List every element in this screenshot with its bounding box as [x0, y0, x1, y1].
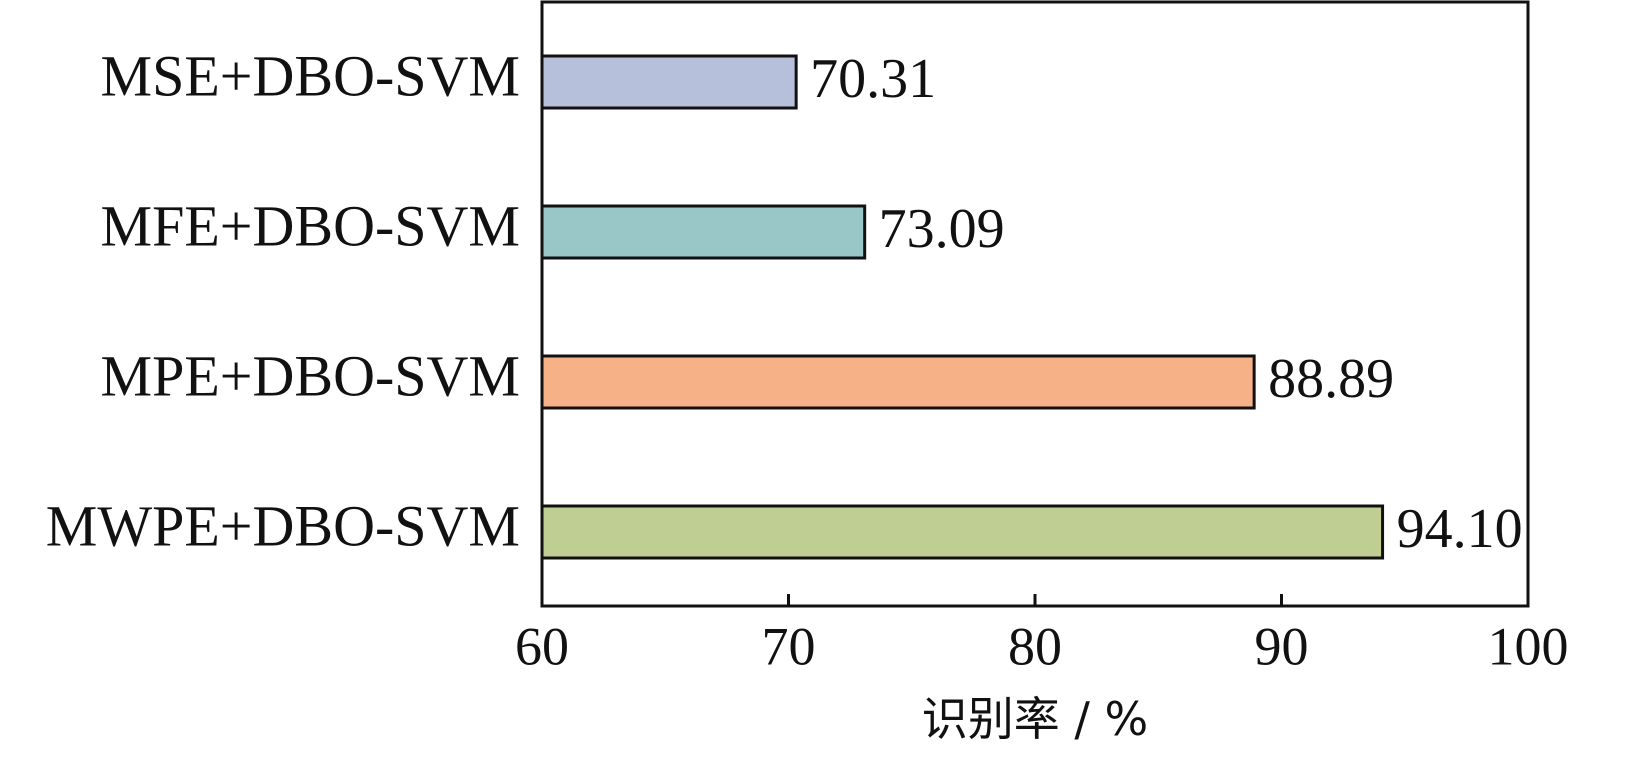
- x-tick-label: 100: [1488, 616, 1569, 676]
- bar-1: [540, 54, 798, 110]
- category-label: MWPE+DBO-SVM: [46, 493, 520, 558]
- value-label: 73.09: [879, 198, 1005, 260]
- value-label: 88.89: [1268, 348, 1394, 410]
- category-label: MPE+DBO-SVM: [101, 343, 520, 408]
- x-axis: 60 70 80 90 100: [515, 594, 1569, 676]
- bar-2: [540, 204, 867, 260]
- x-tick-label: 60: [515, 616, 569, 676]
- value-label: 70.31: [810, 48, 936, 110]
- x-axis-label: 识别率 / %: [922, 692, 1148, 746]
- category-label: MSE+DBO-SVM: [101, 43, 520, 108]
- labels-layer: MSE+DBO-SVM 70.31 MFE+DBO-SVM 73.09 MPE+DBO-…: [46, 43, 1523, 560]
- x-tick-label: 70: [762, 616, 816, 676]
- bars-layer: [540, 54, 1385, 560]
- category-label: MFE+DBO-SVM: [101, 193, 520, 258]
- x-tick-label: 80: [1008, 616, 1062, 676]
- value-label: 94.10: [1397, 498, 1523, 560]
- bar-4: [540, 504, 1385, 560]
- bar-3: [540, 354, 1256, 410]
- x-tick-label: 90: [1255, 616, 1309, 676]
